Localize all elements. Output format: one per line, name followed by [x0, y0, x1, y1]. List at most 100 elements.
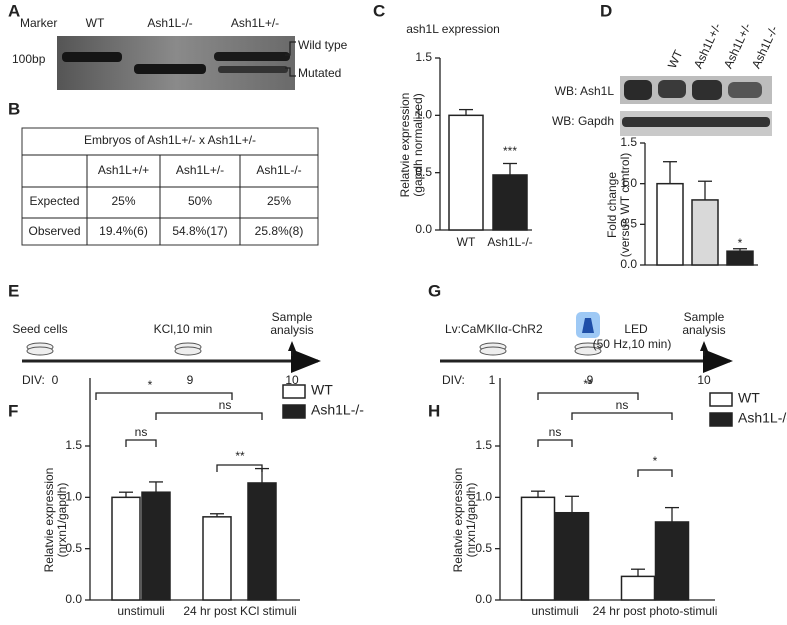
day-label: 1	[489, 373, 496, 387]
annotation: *	[148, 378, 153, 392]
bar	[202, 516, 232, 601]
table-cell: 19.4%(6)	[99, 224, 148, 238]
y-tick-label: 0.0	[65, 592, 82, 606]
led-icon	[582, 318, 594, 333]
gel-image	[57, 36, 295, 90]
band-label: Wild type	[298, 38, 348, 52]
table-cell: 50%	[188, 194, 212, 208]
bar	[520, 496, 556, 601]
annotation: ***	[503, 144, 517, 158]
bar	[247, 482, 277, 601]
timeline-label: analysis	[270, 323, 313, 337]
blot-row-label: WB: Gapdh	[552, 114, 614, 128]
bar	[111, 496, 141, 601]
significance-bracket	[125, 439, 157, 447]
annotation: ns	[135, 425, 148, 439]
annotation: *	[653, 454, 658, 468]
table-header: Ash1L+/+	[98, 163, 149, 177]
band-label: Mutated	[298, 66, 341, 80]
x-tick-label: Ash1L-/-	[487, 235, 532, 249]
dish-icons	[26, 342, 602, 356]
day-label: 10	[285, 373, 299, 387]
lane-label: WT	[665, 47, 686, 70]
panel-label: F	[8, 401, 18, 420]
bar	[620, 575, 656, 601]
y-tick-label: 1.0	[620, 176, 637, 190]
blot-band	[692, 80, 722, 100]
y-axis-label: (nrxn1/gapdh)	[55, 483, 69, 558]
blot-band	[658, 80, 686, 98]
y-axis-label: Relatvie expression	[42, 468, 56, 573]
gel-band	[62, 52, 122, 62]
table-cell: 25%	[267, 194, 291, 208]
y-tick-label: 0.5	[65, 541, 82, 555]
y-tick-label: 0.5	[620, 217, 637, 231]
table-header: Ash1L-/-	[256, 163, 301, 177]
panel-label: G	[428, 281, 441, 300]
significance-bracket	[537, 392, 639, 400]
panel-label: B	[8, 99, 20, 118]
timeline-label: Sample	[684, 310, 725, 324]
significance-bracket	[216, 464, 263, 472]
bar	[554, 511, 590, 601]
legend-swatch	[282, 404, 306, 419]
chart-title: ash1L expression	[406, 22, 500, 36]
y-tick-label: 0.0	[620, 257, 637, 271]
table-cell: 25.8%(8)	[255, 224, 304, 238]
y-tick-label: 1.0	[415, 108, 432, 122]
table-cell: Expected	[29, 194, 79, 208]
timeline-label: Sample	[272, 310, 313, 324]
bar	[656, 182, 684, 266]
annotation: **	[583, 377, 593, 391]
significance-bracket	[537, 439, 573, 447]
gel-band	[218, 66, 288, 73]
blot-band	[624, 80, 652, 100]
annotation: *	[738, 236, 743, 250]
lane-label: WT	[86, 16, 105, 30]
significance-bracket	[95, 392, 233, 400]
significance-bracket	[571, 412, 673, 420]
div-label: DIV:	[442, 373, 465, 387]
bar	[141, 491, 171, 601]
table-cell: 25%	[111, 194, 135, 208]
size-label: 100bp	[12, 52, 46, 66]
band-bracket	[285, 41, 296, 77]
y-tick-label: 0.5	[475, 541, 492, 555]
blot-band	[728, 82, 762, 98]
y-tick-label: 0.5	[415, 165, 432, 179]
timeline-label: KCl,10 min	[154, 322, 213, 336]
table-grid	[21, 127, 319, 246]
blot-band	[622, 117, 770, 127]
y-axis-label: (gapdh normalized)	[411, 93, 425, 196]
bar	[448, 114, 484, 231]
legend-label: WT	[311, 382, 333, 398]
lane-label: Ash1L-/-	[749, 24, 781, 71]
table-cell: Observed	[28, 224, 80, 238]
y-axis-label: Fold change	[605, 172, 619, 238]
timeline-label: Seed cells	[12, 322, 67, 336]
annotation: ns	[616, 398, 629, 412]
panel-label: H	[428, 401, 440, 420]
y-tick-label: 1.5	[620, 135, 637, 149]
annotation: **	[235, 449, 245, 463]
y-axis-label: Relatvie expression	[398, 93, 412, 198]
panel-label: E	[8, 281, 19, 300]
y-axis-label: Relatvie expression	[451, 468, 465, 573]
x-tick-label: unstimuli	[117, 604, 164, 618]
table-header: Ash1L+/-	[176, 163, 224, 177]
day-label: 9	[187, 373, 194, 387]
bar	[726, 250, 754, 266]
timeline-label: Lv:CaMKIIα-ChR2	[445, 322, 543, 336]
panel-label: A	[8, 1, 20, 20]
timeline-label: (50 Hz,10 min)	[593, 337, 672, 351]
y-tick-label: 1.5	[475, 438, 492, 452]
x-tick-label: 24 hr post KCl stimuli	[183, 604, 296, 618]
blot-row-label: WB: Ash1L	[555, 84, 615, 98]
legend-swatch	[709, 412, 733, 427]
lane-label: Ash1L-/-	[147, 16, 192, 30]
x-tick-label: WT	[457, 235, 476, 249]
y-tick-label: 1.5	[415, 50, 432, 64]
legend-swatch	[709, 392, 733, 407]
timeline-label: LED	[624, 322, 648, 336]
